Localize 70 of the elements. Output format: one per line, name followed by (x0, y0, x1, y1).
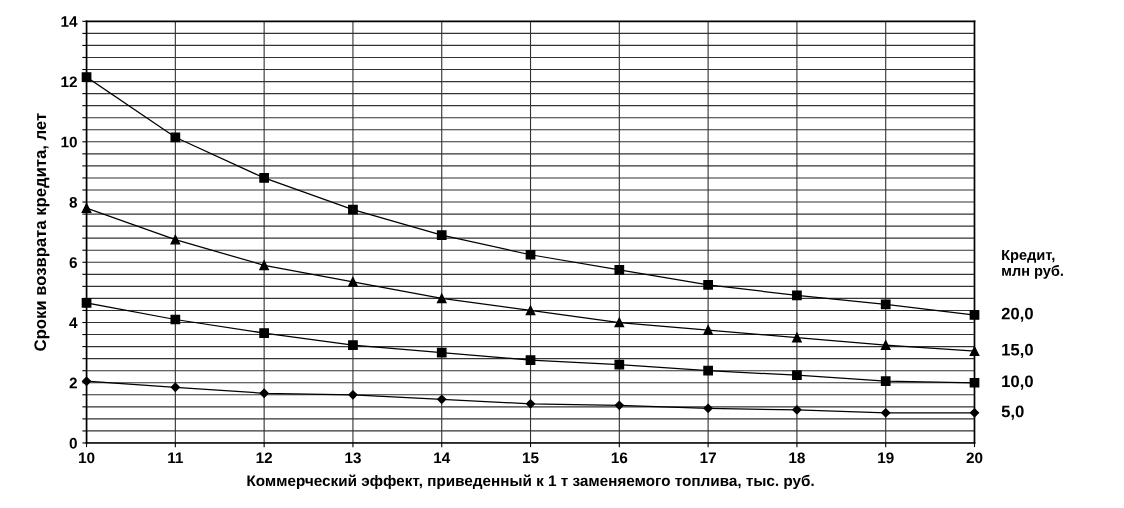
y-axis-title: Сроки возврата кредита, лет (34, 113, 50, 351)
x-tick-label: 20 (966, 452, 983, 464)
point (792, 370, 802, 381)
point (880, 299, 891, 310)
point (792, 405, 802, 415)
point (614, 264, 625, 275)
point (703, 279, 713, 290)
point (614, 359, 625, 370)
point (792, 332, 802, 343)
point (969, 408, 980, 418)
x-tick-label: 17 (700, 452, 716, 464)
point (703, 403, 713, 413)
point (170, 382, 180, 392)
point (525, 305, 536, 316)
point (614, 400, 624, 410)
point (348, 340, 358, 350)
point (259, 260, 270, 271)
x-tick-label: 14 (434, 452, 451, 464)
x-tick-label: 11 (168, 452, 183, 464)
point (880, 376, 891, 387)
y-tick-label: 10 (61, 136, 77, 148)
point (81, 203, 92, 213)
series-label: 10,0 (1002, 375, 1033, 390)
y-tick-label: 14 (61, 16, 78, 27)
point (436, 230, 447, 241)
point (436, 347, 447, 358)
point (348, 390, 358, 400)
y-tick-label: 2 (69, 377, 77, 389)
y-tick-label: 12 (61, 76, 77, 88)
point (792, 290, 802, 301)
x-tick-label: 13 (345, 452, 361, 464)
x-tick-label: 15 (522, 452, 539, 464)
y-tick-label: 6 (69, 257, 77, 268)
point (880, 340, 891, 350)
point (881, 408, 891, 418)
y-tick-label: 4 (69, 317, 78, 329)
point (525, 399, 536, 409)
series-label: 15,0 (1002, 343, 1033, 359)
point (348, 276, 358, 287)
point (259, 173, 270, 183)
point (81, 72, 92, 82)
point (703, 325, 713, 335)
x-tick-label: 12 (256, 452, 273, 464)
point (436, 293, 447, 304)
x-tick-label: 18 (789, 452, 805, 464)
point (969, 377, 980, 388)
point (614, 317, 625, 328)
point (81, 298, 92, 308)
legend-title: Кредит, млн руб. (1002, 249, 1063, 279)
y-tick-label: 8 (69, 196, 78, 208)
point (969, 310, 980, 320)
point (437, 394, 447, 404)
point (969, 346, 980, 356)
x-tick-label: 19 (878, 452, 894, 464)
series-label: 5,0 (1001, 405, 1024, 420)
x-tick-label: 10 (79, 452, 95, 464)
x-tick-label: 16 (611, 452, 628, 464)
point (170, 234, 181, 245)
point (170, 314, 181, 325)
point (348, 204, 358, 215)
point (170, 132, 181, 143)
series-label: 20,0 (1001, 307, 1033, 322)
point (525, 355, 536, 366)
point (259, 328, 270, 338)
y-tick-label: 0 (69, 437, 77, 449)
point (525, 249, 536, 260)
point (703, 365, 713, 376)
point (81, 376, 92, 386)
point (259, 388, 269, 398)
x-axis-title: Коммерческий эффект, приведенный к 1 т заменяемого топлива, тыс. руб. (247, 474, 814, 490)
